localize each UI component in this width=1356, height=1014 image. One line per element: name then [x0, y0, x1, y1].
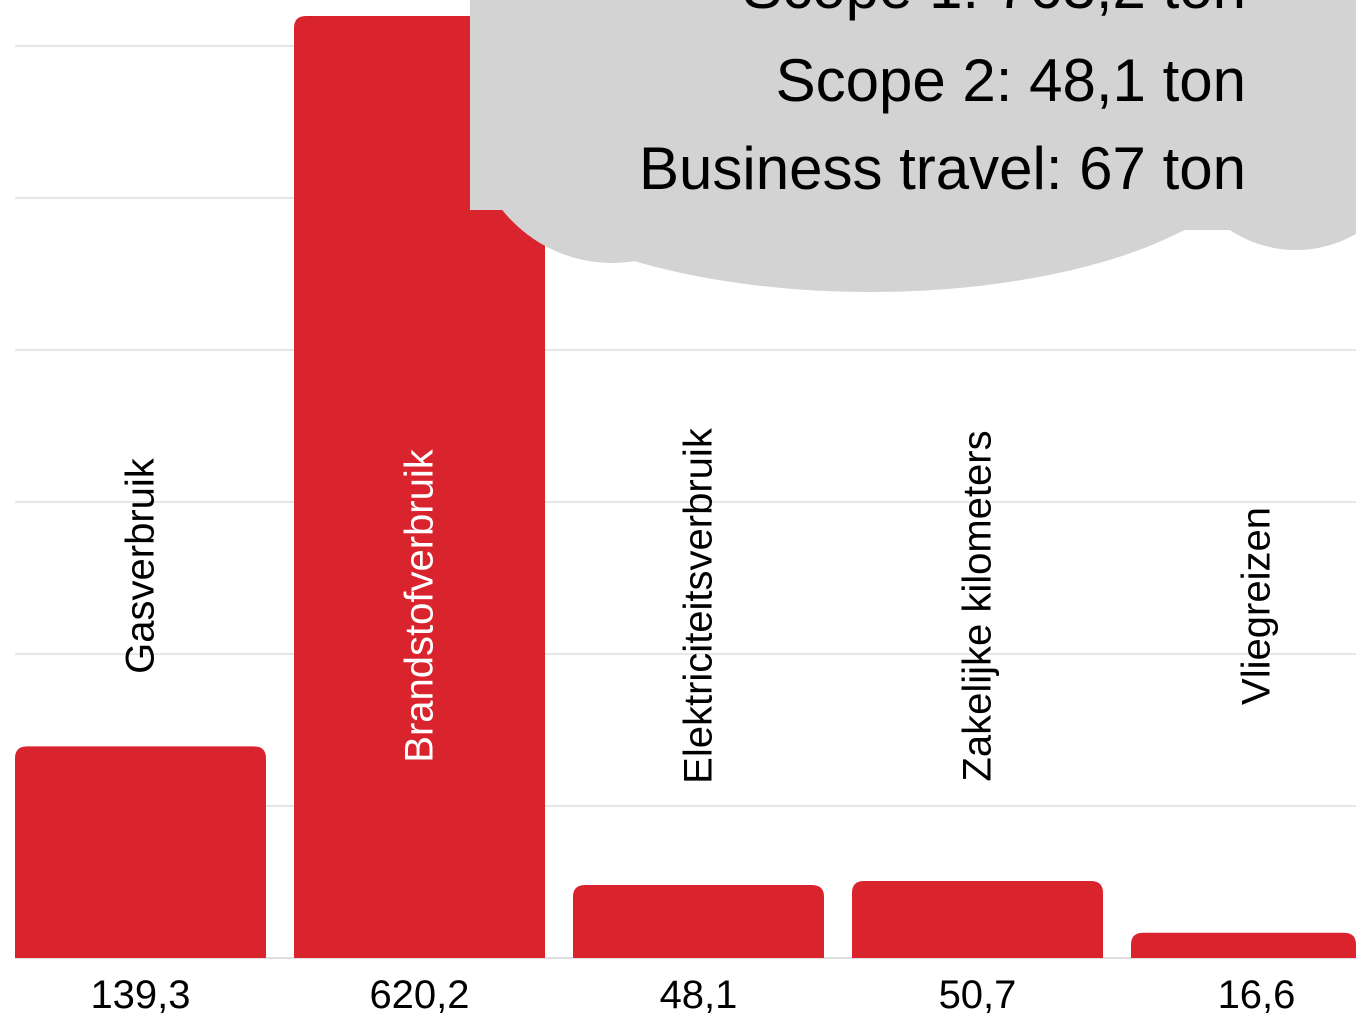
category-label-4: Vliegreizen	[1235, 507, 1279, 705]
scope-2-text: Scope 2: 48,1 ton	[776, 47, 1246, 114]
category-labels: Gasverbruik Brandstofverbruik Elektricitei…	[119, 427, 1279, 784]
scope-1-text: Scope 1: 763,2 ton	[742, 0, 1246, 21]
bar-1	[294, 16, 545, 958]
scope-callout-cloud: Scope 1: 763,2 ton Scope 2: 48,1 ton Bus…	[470, 0, 1356, 292]
cloud-shape	[470, 0, 1356, 292]
value-label-0: 139,3	[90, 973, 190, 1014]
bar-2	[573, 884, 824, 958]
value-label-1: 620,2	[369, 973, 469, 1014]
bar-0	[15, 746, 266, 958]
value-label-4: 16,6	[1218, 973, 1296, 1014]
category-label-2: Elektriciteitsverbruik	[677, 427, 721, 784]
bar-4	[1131, 932, 1356, 958]
value-labels: 139,3 620,2 48,1 50,7 16,6	[90, 973, 1295, 1014]
bars	[15, 16, 1356, 958]
category-label-3: Zakelijke kilometers	[956, 430, 1000, 781]
category-label-0: Gasverbruik	[119, 457, 163, 674]
business-travel-text: Business travel: 67 ton	[639, 135, 1246, 202]
value-label-3: 50,7	[939, 973, 1017, 1014]
bar-3	[852, 880, 1103, 958]
value-label-2: 48,1	[660, 973, 738, 1014]
category-label-1: Brandstofverbruik	[398, 448, 442, 762]
